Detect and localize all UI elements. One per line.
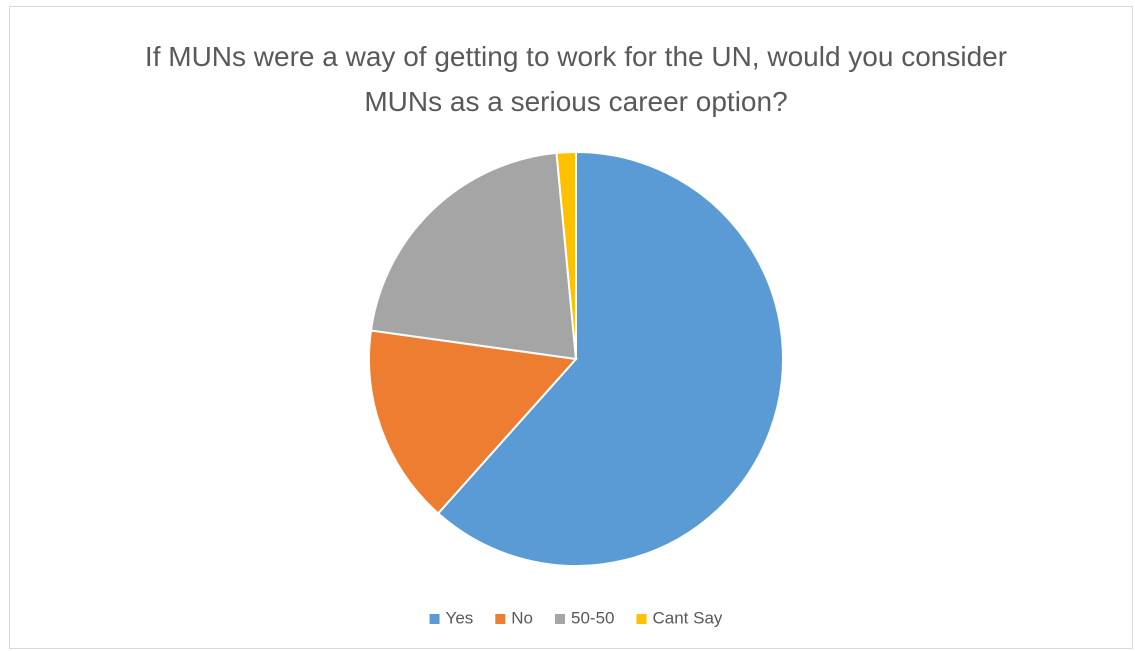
legend-swatch bbox=[495, 614, 506, 624]
legend-swatch bbox=[555, 614, 566, 624]
legend-swatch bbox=[636, 614, 647, 624]
legend-label: Cant Say bbox=[653, 608, 723, 627]
legend-label: Yes bbox=[446, 608, 474, 627]
legend-label: 50-50 bbox=[571, 608, 614, 627]
pie-slice bbox=[555, 150, 577, 360]
chart-frame bbox=[9, 6, 1133, 649]
pie-slice bbox=[368, 329, 578, 515]
pie-slice bbox=[369, 151, 578, 361]
legend-swatch bbox=[429, 614, 440, 624]
legend-label: No bbox=[511, 608, 533, 627]
pie-slice bbox=[436, 150, 784, 567]
chart-title: If MUNs were a way of getting to work fo… bbox=[144, 41, 1008, 117]
